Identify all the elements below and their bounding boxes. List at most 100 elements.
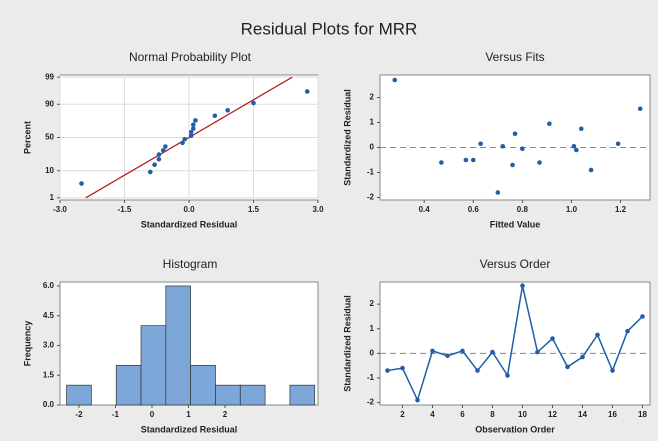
x-tick-label: 4	[430, 410, 435, 419]
panel-title: Normal Probability Plot	[129, 50, 252, 64]
y-tick-label: 1	[370, 118, 375, 127]
y-tick-label: 1	[50, 193, 55, 202]
point	[193, 118, 198, 123]
y-tick-label: -2	[367, 398, 375, 407]
bar	[115, 364, 142, 406]
x-tick-label: 6	[460, 410, 465, 419]
point	[156, 152, 162, 157]
point	[470, 157, 476, 163]
point	[415, 397, 420, 403]
point	[610, 368, 615, 373]
x-tick-label: 16	[608, 410, 617, 419]
x-tick-label: 14	[578, 410, 587, 419]
bar	[190, 364, 216, 406]
y-tick-label: 0	[370, 143, 375, 152]
y-tick-label: 0.0	[43, 400, 55, 409]
y-axis-label: Frequency	[22, 321, 32, 367]
x-tick-label: 3.0	[312, 205, 324, 214]
point	[148, 169, 153, 175]
panel-title: Histogram	[163, 257, 218, 271]
x-tick-label: -1.5	[118, 205, 132, 214]
point	[535, 349, 540, 355]
point	[520, 146, 525, 152]
point	[625, 328, 630, 334]
point	[188, 129, 194, 135]
x-tick-label: 1.0	[566, 205, 578, 214]
y-tick-label: -1	[367, 168, 375, 177]
fit-line	[85, 76, 293, 199]
point	[490, 349, 495, 355]
point	[500, 143, 506, 149]
point	[547, 121, 552, 127]
y-tick-label: 90	[45, 99, 54, 108]
point	[182, 136, 187, 142]
x-tick-label: 18	[638, 410, 647, 419]
point	[637, 106, 643, 112]
x-tick-label: 1.5	[248, 205, 260, 214]
point	[79, 181, 84, 186]
y-tick-label: 3.0	[43, 341, 55, 350]
y-tick-label: 0	[370, 348, 375, 357]
point	[512, 131, 518, 137]
x-tick-label: 1	[186, 410, 191, 419]
figure-title: Residual Plots for MRR	[241, 19, 418, 38]
y-tick-label: 1	[370, 324, 375, 333]
panel-title: Versus Fits	[485, 50, 544, 64]
point	[225, 107, 230, 113]
point	[520, 283, 525, 288]
point	[565, 364, 570, 370]
point	[445, 353, 450, 359]
plot-area	[379, 74, 651, 201]
x-tick-label: -1	[112, 410, 120, 419]
point	[550, 336, 555, 341]
point	[439, 160, 444, 165]
point	[475, 368, 480, 373]
y-tick-label: 10	[45, 166, 54, 175]
point	[180, 140, 185, 146]
y-tick-label: 99	[45, 72, 54, 81]
x-tick-label: 12	[548, 410, 557, 419]
plot-area	[379, 281, 651, 406]
y-tick-label: 2	[370, 93, 375, 102]
x-axis-label: Observation Order	[475, 424, 555, 434]
point	[463, 157, 469, 163]
point	[304, 89, 310, 94]
x-tick-label: 8	[490, 410, 495, 419]
bar	[289, 384, 316, 406]
bar	[140, 325, 167, 406]
point	[495, 190, 501, 195]
point	[400, 365, 405, 371]
bar	[215, 384, 241, 406]
y-axis-label: Standardized Residual	[342, 89, 352, 186]
point	[578, 126, 584, 132]
point	[505, 373, 510, 378]
y-tick-label: 2	[370, 299, 375, 308]
x-tick-label: 0	[150, 410, 155, 419]
point	[251, 100, 256, 106]
x-tick-label: 2	[223, 410, 228, 419]
point	[615, 141, 621, 147]
x-axis-label: Fitted Value	[490, 219, 541, 229]
bar	[165, 285, 191, 406]
y-axis-label: Standardized Residual	[342, 295, 352, 392]
x-tick-label: 2	[400, 410, 405, 419]
point	[156, 156, 162, 162]
point	[191, 122, 196, 127]
point	[212, 113, 218, 119]
point	[574, 147, 579, 153]
x-tick-label: 0.6	[468, 205, 480, 214]
point	[478, 141, 483, 147]
x-tick-label: 10	[518, 410, 527, 419]
point	[152, 162, 157, 168]
point	[580, 354, 585, 360]
point	[163, 144, 168, 149]
point	[392, 77, 398, 83]
x-tick-label: -3.0	[53, 205, 67, 214]
x-tick-label: 0.4	[419, 205, 431, 214]
y-tick-label: 4.5	[43, 311, 55, 320]
point	[595, 332, 600, 338]
y-tick-label: -1	[367, 373, 375, 382]
point	[191, 126, 196, 131]
x-tick-label: 0.0	[183, 205, 195, 214]
